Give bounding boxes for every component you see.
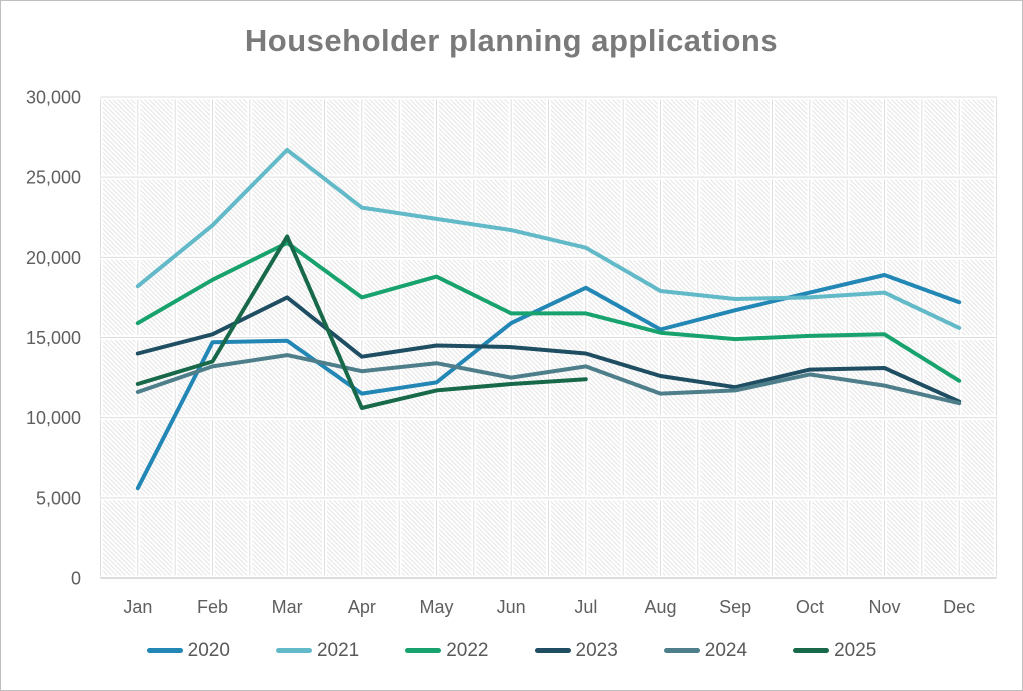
- x-axis-tick-label: Apr: [348, 597, 376, 617]
- legend-item-2025[interactable]: 2025: [793, 641, 876, 660]
- legend-label: 2020: [187, 640, 230, 661]
- chart-legend: 2020 2021 2022 2023 2024 2025: [1, 641, 1022, 660]
- y-axis-tick-label: 5,000: [36, 488, 81, 508]
- x-axis-tick-label: Aug: [644, 597, 676, 617]
- y-axis-tick-label: 20,000: [26, 248, 81, 268]
- x-axis-tick-label: Oct: [796, 597, 824, 617]
- legend-swatch-2025: [793, 648, 830, 653]
- x-axis-tick-label: Sep: [719, 597, 751, 617]
- legend-swatch-2020: [146, 648, 183, 653]
- y-axis-tick-label: 0: [71, 569, 81, 589]
- legend-swatch-2022: [405, 648, 442, 653]
- y-axis-tick-label: 25,000: [26, 168, 81, 188]
- series-line-2025[interactable]: [135, 234, 588, 410]
- chart-title: Householder planning applications: [244, 23, 779, 58]
- x-axis-tick-label: Feb: [197, 597, 228, 617]
- series-line-2021[interactable]: [135, 147, 962, 330]
- series-line-2020[interactable]: [135, 273, 962, 491]
- y-axis-tick-label: 30,000: [26, 88, 81, 108]
- legend-item-2020[interactable]: 2020: [146, 640, 230, 661]
- legend-label: 2023: [575, 640, 618, 661]
- series-line-2024[interactable]: [135, 353, 962, 406]
- series-line-2023[interactable]: [135, 295, 962, 404]
- series-line-2022[interactable]: [135, 240, 962, 383]
- legend-item-2024[interactable]: 2024: [663, 640, 748, 661]
- y-axis-tick-label: 10,000: [26, 408, 81, 428]
- x-axis-tick-label: Dec: [943, 597, 975, 617]
- legend-label: 2022: [446, 640, 489, 661]
- legend-item-2023[interactable]: 2023: [534, 640, 618, 661]
- x-axis-tick-label: Mar: [272, 597, 303, 617]
- x-axis-tick-label: Jan: [123, 597, 152, 617]
- x-axis-tick-label: Jul: [574, 597, 597, 617]
- legend-swatch-2024: [663, 648, 700, 653]
- y-axis-tick-label: 15,000: [26, 328, 81, 348]
- legend-item-2022[interactable]: 2022: [405, 640, 489, 661]
- legend-label: 2021: [316, 640, 360, 661]
- legend-item-2021[interactable]: 2021: [275, 640, 360, 661]
- x-axis-tick-label: Nov: [868, 597, 900, 617]
- legend-swatch-2021: [275, 648, 312, 653]
- legend-swatch-2023: [534, 648, 571, 653]
- x-axis-tick-label: May: [419, 597, 453, 617]
- x-axis-tick-label: Jun: [497, 597, 526, 617]
- legend-label: 2024: [704, 640, 748, 661]
- legend-label: 2025: [834, 640, 877, 661]
